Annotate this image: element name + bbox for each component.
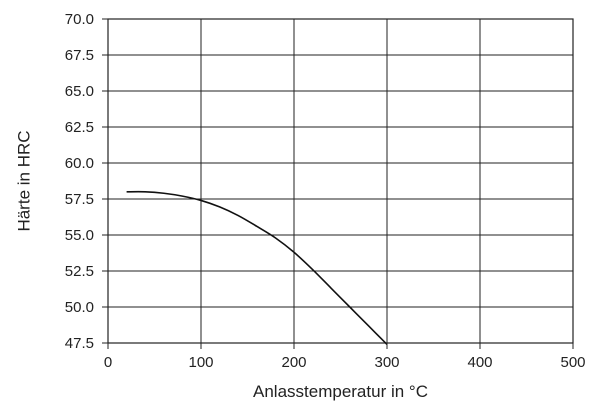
series-layer	[126, 190, 388, 346]
grid	[107, 18, 574, 344]
x-tick-label: 200	[281, 354, 306, 371]
y-tick-label: 62.5	[65, 119, 94, 136]
hardness-curve	[126, 190, 388, 346]
y-tick-label: 50.0	[65, 299, 94, 316]
y-tick-label: 70.0	[65, 11, 94, 28]
x-tick-label: 300	[374, 354, 399, 371]
x-tick-label: 0	[104, 354, 112, 371]
y-tick-label: 52.5	[65, 263, 94, 280]
x-tick-label: 500	[560, 354, 585, 371]
y-tick-label: 55.0	[65, 227, 94, 244]
x-tick-label: 400	[467, 354, 492, 371]
x-axis-ticks: 0 100 200 300 400 500	[104, 343, 586, 371]
y-tick-label: 67.5	[65, 47, 94, 64]
plot-frame	[107, 18, 574, 344]
y-axis-ticks: 70.0 67.5 65.0 62.5 60.0 57.5 55.0 52.5 50.0 47.5	[65, 11, 108, 352]
y-tick-label: 65.0	[65, 83, 94, 100]
y-tick-label: 57.5	[65, 191, 94, 208]
y-tick-label: 60.0	[65, 155, 94, 172]
y-axis-label: Härte in HRC	[14, 130, 33, 231]
y-tick-label: 47.5	[65, 335, 94, 352]
x-axis-label: Anlasstemperatur in °C	[253, 382, 428, 401]
x-tick-label: 100	[188, 354, 213, 371]
